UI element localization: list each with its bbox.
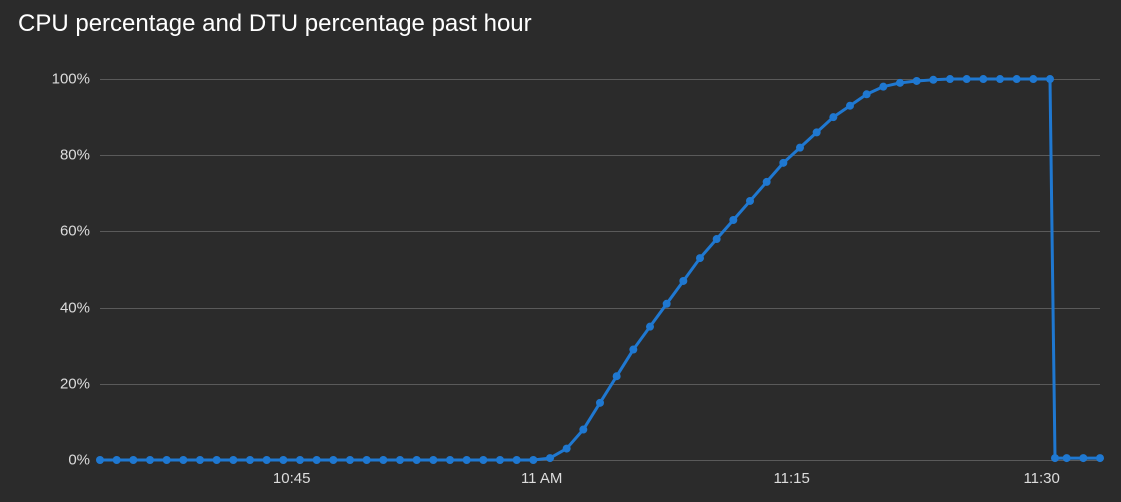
y-tick-label: 80% xyxy=(60,147,90,164)
series-marker xyxy=(396,456,404,464)
chart-series-svg xyxy=(100,60,1100,460)
series-marker xyxy=(646,323,654,331)
series-marker xyxy=(96,456,104,464)
series-marker xyxy=(896,79,904,87)
series-marker xyxy=(346,456,354,464)
series-marker xyxy=(163,456,171,464)
series-marker xyxy=(479,456,487,464)
series-marker xyxy=(946,75,954,83)
series-marker xyxy=(696,254,704,262)
chart-title: CPU percentage and DTU percentage past h… xyxy=(18,10,532,38)
series-marker xyxy=(579,426,587,434)
series-marker xyxy=(996,75,1004,83)
series-marker xyxy=(246,456,254,464)
series-marker xyxy=(513,456,521,464)
series-marker xyxy=(746,197,754,205)
series-marker xyxy=(1029,75,1037,83)
series-marker xyxy=(596,399,604,407)
series-marker xyxy=(929,76,937,84)
x-tick-label: 11:30 xyxy=(1023,470,1059,487)
y-tick-label: 100% xyxy=(52,71,90,88)
series-marker xyxy=(913,77,921,85)
series-marker xyxy=(129,456,137,464)
chart-panel: CPU percentage and DTU percentage past h… xyxy=(0,0,1121,502)
x-tick-label: 10:45 xyxy=(273,470,311,487)
series-marker xyxy=(213,456,221,464)
series-marker xyxy=(113,456,121,464)
series-marker xyxy=(379,456,387,464)
series-marker xyxy=(296,456,304,464)
series-marker xyxy=(1051,454,1059,462)
y-tick-label: 40% xyxy=(60,299,90,316)
series-marker xyxy=(196,456,204,464)
series-marker xyxy=(1079,454,1087,462)
series-marker xyxy=(763,178,771,186)
series-marker xyxy=(179,456,187,464)
series-marker xyxy=(829,113,837,121)
series-marker xyxy=(429,456,437,464)
series-marker xyxy=(663,300,671,308)
series-marker xyxy=(629,346,637,354)
series-marker xyxy=(1046,75,1054,83)
series-marker xyxy=(1013,75,1021,83)
series-marker xyxy=(879,83,887,91)
series-marker xyxy=(963,75,971,83)
series-marker xyxy=(229,456,237,464)
y-tick-label: 20% xyxy=(60,375,90,392)
series-marker xyxy=(813,128,821,136)
series-marker xyxy=(1096,454,1104,462)
series-marker xyxy=(863,90,871,98)
y-tick-label: 60% xyxy=(60,223,90,240)
series-marker xyxy=(263,456,271,464)
series-marker xyxy=(313,456,321,464)
x-tick-label: 11 AM xyxy=(521,470,562,487)
x-tick-label: 11:15 xyxy=(773,470,809,487)
series-marker xyxy=(329,456,337,464)
series-marker xyxy=(713,235,721,243)
series-marker xyxy=(729,216,737,224)
series-marker xyxy=(613,372,621,380)
series-marker xyxy=(446,456,454,464)
series-marker xyxy=(413,456,421,464)
series-marker xyxy=(529,456,537,464)
series-marker xyxy=(279,456,287,464)
series-marker xyxy=(679,277,687,285)
series-marker xyxy=(496,456,504,464)
series-marker xyxy=(779,159,787,167)
series-marker xyxy=(1063,454,1071,462)
series-marker xyxy=(146,456,154,464)
series-marker xyxy=(796,144,804,152)
series-marker xyxy=(979,75,987,83)
series-marker xyxy=(546,454,554,462)
y-tick-label: 0% xyxy=(68,452,90,469)
series-marker xyxy=(846,102,854,110)
series-marker xyxy=(563,445,571,453)
series-marker xyxy=(463,456,471,464)
series-marker xyxy=(363,456,371,464)
chart-plot-area: 0%20%40%60%80%100%10:4511 AM11:1511:30 xyxy=(100,60,1100,460)
